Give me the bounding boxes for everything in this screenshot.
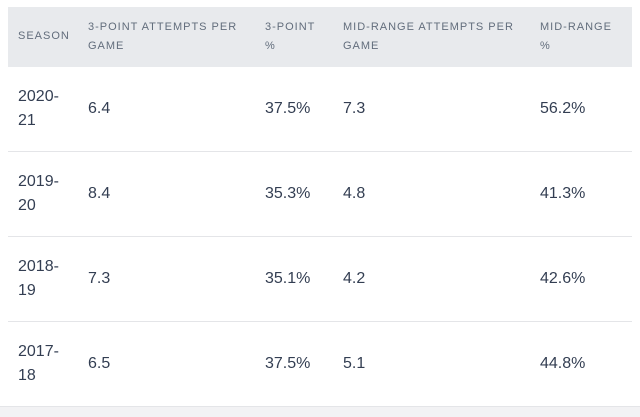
column-header-3pt-percent: 3-POINT % <box>265 7 343 67</box>
column-header-season: SEASON <box>8 7 88 67</box>
cell-3pt-attempts: 6.4 <box>88 67 265 152</box>
cell-3pt-attempts: 7.3 <box>88 236 265 322</box>
cell-midrange-attempts: 5.1 <box>343 321 540 407</box>
season-shooting-stats-table: SEASON 3-POINT ATTEMPTS PER GAME 3-POINT… <box>8 7 632 407</box>
cell-season: 2019-20 <box>8 151 88 237</box>
cell-midrange-percent: 44.8% <box>540 321 632 407</box>
cell-season: 2018-19 <box>8 236 88 322</box>
cell-season: 2020-21 <box>8 67 88 152</box>
cell-3pt-percent: 35.1% <box>265 236 343 322</box>
cell-midrange-percent: 56.2% <box>540 67 632 152</box>
cell-midrange-percent: 42.6% <box>540 236 632 322</box>
cell-midrange-attempts: 7.3 <box>343 67 540 152</box>
cell-3pt-attempts: 6.5 <box>88 321 265 407</box>
column-header-midrange-percent: MID-RANGE % <box>540 7 632 67</box>
cell-3pt-attempts: 8.4 <box>88 151 265 237</box>
bottom-section-divider <box>0 406 640 417</box>
cell-season: 2017-18 <box>8 321 88 407</box>
cell-midrange-attempts: 4.2 <box>343 236 540 322</box>
table-row-2018-19: 2018-19 7.3 35.1% 4.2 42.6% <box>8 236 632 322</box>
cell-midrange-attempts: 4.8 <box>343 151 540 237</box>
table-row-2020-21: 2020-21 6.4 37.5% 7.3 56.2% <box>8 67 632 152</box>
header-row: SEASON 3-POINT ATTEMPTS PER GAME 3-POINT… <box>8 7 632 67</box>
column-header-midrange-attempts-per-game: MID-RANGE ATTEMPTS PER GAME <box>343 7 540 67</box>
cell-midrange-percent: 41.3% <box>540 151 632 237</box>
cell-3pt-percent: 35.3% <box>265 151 343 237</box>
table-row-2019-20: 2019-20 8.4 35.3% 4.8 41.3% <box>8 151 632 237</box>
cell-3pt-percent: 37.5% <box>265 67 343 152</box>
column-header-3pt-attempts-per-game: 3-POINT ATTEMPTS PER GAME <box>88 7 265 67</box>
cell-3pt-percent: 37.5% <box>265 321 343 407</box>
table-row-2017-18: 2017-18 6.5 37.5% 5.1 44.8% <box>8 321 632 407</box>
